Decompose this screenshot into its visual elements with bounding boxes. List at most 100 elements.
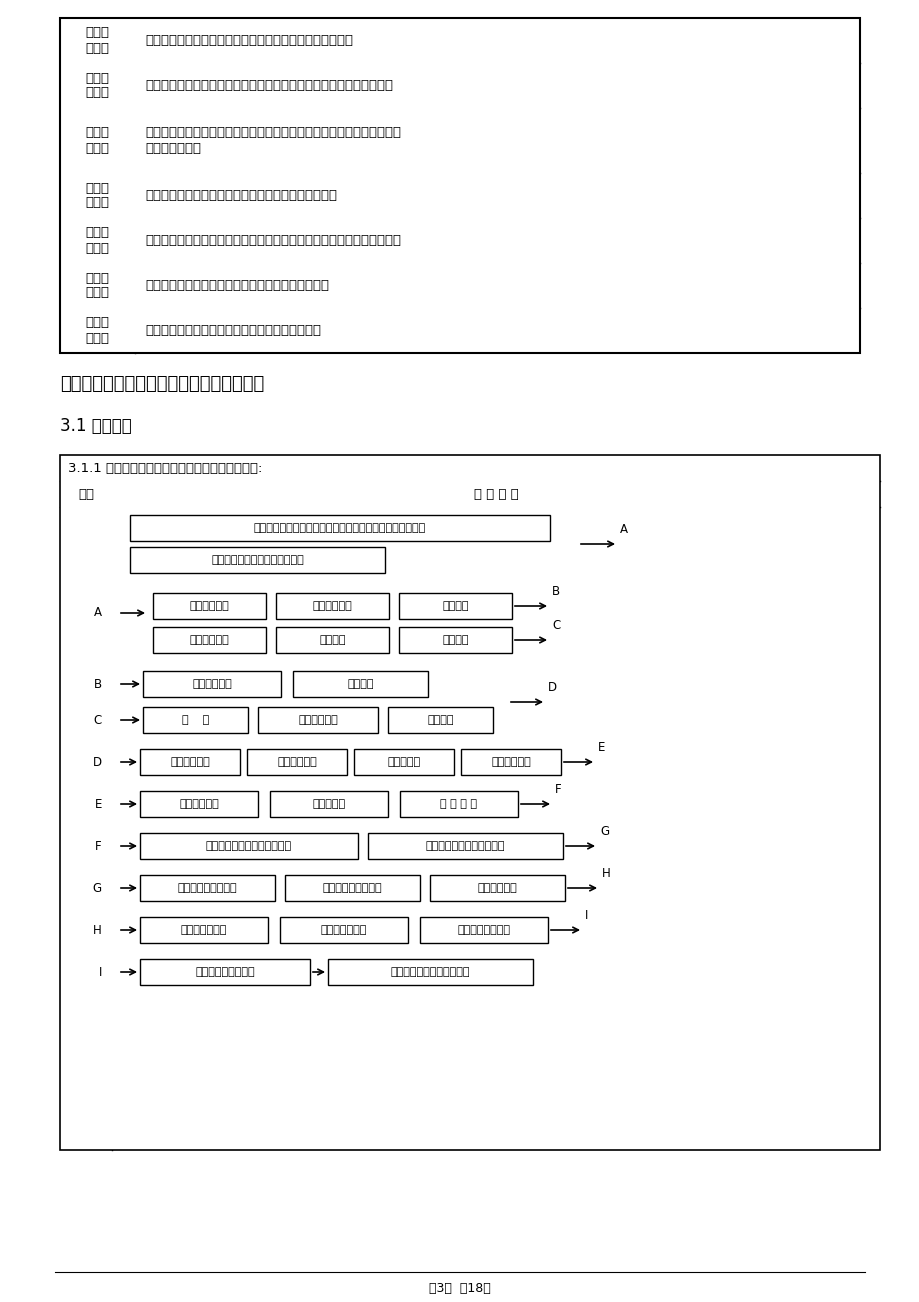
Text: 安装净化空调设备及工艺设备: 安装净化空调设备及工艺设备 [206, 841, 291, 852]
Bar [140, 917, 267, 943]
Text: 安装风管吊架: 安装风管吊架 [189, 635, 229, 644]
Bar [429, 875, 564, 901]
Bar [276, 592, 389, 618]
Text: 施工进
度管理: 施工进 度管理 [85, 26, 109, 55]
Text: 编制安全施工组织设计，并贯彻实施，确保安全目标。: 编制安全施工组织设计，并贯彻实施，确保安全目标。 [145, 189, 336, 202]
Text: 净化空调系统整体调整完毕: 净化空调系统整体调整完毕 [391, 967, 470, 976]
Text: （三）空调及净化装饰施工方案及组织设计: （三）空调及净化装饰施工方案及组织设计 [60, 375, 264, 393]
Text: 架设吊顶龙骨: 架设吊顶龙骨 [170, 756, 210, 767]
Text: I: I [98, 966, 102, 979]
Bar [140, 833, 357, 859]
Text: 安装墙面板材: 安装墙面板材 [491, 756, 530, 767]
Text: 3.1.1 根据本净化工程特点，特制定如下施工程序:: 3.1.1 根据本净化工程特点，特制定如下施工程序: [68, 461, 262, 474]
Text: 施工材
料管理: 施工材 料管理 [85, 72, 109, 99]
Text: 制定各分项施工方案，施工中坚持执行自检、互检、专检三级管理制度，
确保工程质量。: 制定各分项施工方案，施工中坚持执行自检、互检、专检三级管理制度， 确保工程质量。 [145, 126, 401, 155]
Text: I: I [584, 909, 588, 922]
Bar [142, 671, 280, 697]
Text: 修理搭设监建，搞好现场卫生，组织工人进行文明施工，争创文明工地。: 修理搭设监建，搞好现场卫生，组织工人进行文明施工，争创文明工地。 [145, 234, 401, 247]
Text: 合理安排工人的住宿，做好现场防火、防盗工作。: 合理安排工人的住宿，做好现场防火、防盗工作。 [145, 324, 321, 337]
Text: E: E [95, 798, 102, 811]
Bar [140, 792, 257, 816]
Bar [399, 628, 512, 654]
Bar [153, 628, 266, 654]
Text: 安装高效过滤器: 安装高效过滤器 [321, 924, 367, 935]
Bar [285, 875, 420, 901]
Text: C: C [94, 713, 102, 727]
Text: 安装管线: 安装管线 [442, 602, 469, 611]
Text: 风管空吹、调整: 风管空吹、调整 [181, 924, 227, 935]
Bar [60, 18, 859, 353]
Text: 安装顶面板: 安装顶面板 [312, 799, 346, 809]
Text: 施 工 方 案: 施 工 方 案 [473, 487, 517, 500]
Text: 安装风管: 安装风管 [442, 635, 469, 644]
Bar [257, 707, 378, 733]
Text: 第3页  共18页: 第3页 共18页 [428, 1281, 491, 1294]
Bar [400, 792, 517, 816]
Text: F: F [96, 840, 102, 853]
Text: 风管漏风试验: 风管漏风试验 [298, 715, 337, 725]
Text: 资料档
案管理: 资料档 案管理 [85, 272, 109, 299]
Text: 安装管线吊架: 安装管线吊架 [189, 602, 229, 611]
Text: A: A [619, 523, 628, 536]
Text: B: B [551, 585, 560, 598]
Text: D: D [548, 681, 557, 694]
Bar [269, 792, 388, 816]
Bar [399, 592, 512, 618]
Text: 架设隔墙龙骨: 架设隔墙龙骨 [277, 756, 316, 767]
Bar [276, 628, 389, 654]
Bar [292, 671, 427, 697]
Bar [142, 707, 248, 733]
Bar [368, 833, 562, 859]
Text: 清    扫: 清 扫 [182, 715, 209, 725]
Text: 施工质
量管理: 施工质 量管理 [85, 126, 109, 155]
Text: 设备间建筑配件接缝处密封: 设备间建筑配件接缝处密封 [425, 841, 505, 852]
Text: D: D [93, 755, 102, 768]
Text: 编制方案进度计划，对工期进度预先控制，确保目标工期。: 编制方案进度计划，对工期进度预先控制，确保目标工期。 [145, 34, 353, 47]
Bar [140, 749, 240, 775]
Text: 主体、围护结构、外门、窗安装、屋面防水、现场清理完成: 主体、围护结构、外门、窗安装、屋面防水、现场清理完成 [254, 523, 425, 533]
Text: B: B [94, 677, 102, 690]
Text: 施工安
全管理: 施工安 全管理 [85, 181, 109, 210]
Text: 地 面 装 修: 地 面 装 修 [440, 799, 477, 809]
Text: 安装吊顶吊杆: 安装吊顶吊杆 [312, 602, 352, 611]
Bar [420, 917, 548, 943]
Text: 管线保温: 管线保温 [346, 680, 373, 689]
Bar [354, 749, 453, 775]
Text: 3.1 施工方案: 3.1 施工方案 [60, 417, 131, 435]
Text: 编制材料采购计划，严把材料质量关，确保优质材料用于本项目工程。: 编制材料采购计划，严把材料质量关，确保优质材料用于本项目工程。 [145, 79, 392, 92]
Text: 风管保温: 风管保温 [426, 715, 453, 725]
Text: 安装粗、中效过滤器: 安装粗、中效过滤器 [323, 883, 382, 893]
Bar [328, 960, 532, 986]
Text: 管线水压试验: 管线水压试验 [192, 680, 232, 689]
Text: A: A [94, 607, 102, 620]
Text: 空调设备运转: 空调设备运转 [477, 883, 516, 893]
Text: 安装内净化窗: 安装内净化窗 [179, 799, 219, 809]
Bar [140, 960, 310, 986]
Text: 送风、送水、送电: 送风、送水、送电 [457, 924, 510, 935]
Text: G: G [93, 881, 102, 894]
Text: F: F [554, 783, 561, 796]
Bar [388, 707, 493, 733]
Text: 安装高效过滤送风口: 安装高效过滤送风口 [195, 967, 255, 976]
Bar [279, 917, 407, 943]
Text: 生活后
勤管理: 生活后 勤管理 [85, 316, 109, 345]
Bar [140, 875, 275, 901]
Bar [246, 749, 346, 775]
Bar [153, 592, 266, 618]
Text: H: H [601, 867, 610, 880]
Bar [460, 749, 561, 775]
Text: 专人负责，做到施工资料真实、及时、准确、齐全。: 专人负责，做到施工资料真实、及时、准确、齐全。 [145, 279, 329, 292]
Text: C: C [551, 618, 560, 631]
Text: 文明施
工管理: 文明施 工管理 [85, 227, 109, 254]
Text: 配合土建进行的各种预留、预埋: 配合土建进行的各种预留、预埋 [210, 555, 303, 565]
Text: 项目: 项目 [78, 487, 94, 500]
Text: E: E [597, 741, 605, 754]
Bar [130, 547, 384, 573]
Text: G: G [599, 825, 608, 838]
Bar [130, 516, 550, 542]
Bar [60, 454, 879, 1150]
Text: 室内及设备防尘清扫: 室内及设备防尘清扫 [177, 883, 237, 893]
Text: 风管制作: 风管制作 [319, 635, 346, 644]
Text: 回风口安装: 回风口安装 [387, 756, 420, 767]
Text: H: H [93, 923, 102, 936]
